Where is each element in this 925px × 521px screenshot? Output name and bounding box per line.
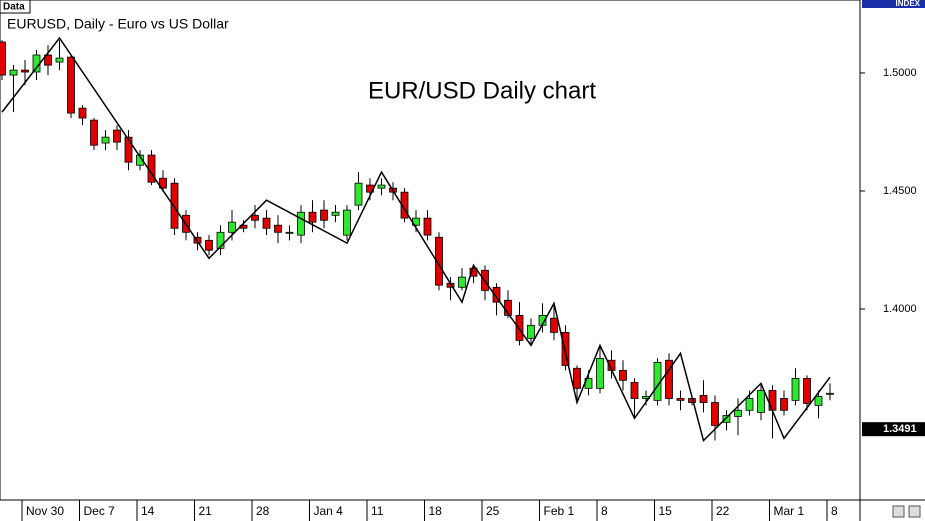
candle-body: [435, 236, 443, 286]
candle-body: [550, 317, 558, 333]
candle-body: [814, 395, 823, 406]
candle-body: [791, 378, 800, 401]
candle-body: [136, 154, 144, 166]
candle-body: [515, 314, 524, 341]
candle-body: [527, 324, 535, 339]
candle-body: [573, 367, 581, 389]
candle-body: [285, 231, 294, 234]
x-tick-label: 8: [831, 504, 838, 518]
badge-box: [862, 0, 925, 8]
last-price-label: 1.3491: [883, 423, 917, 435]
candle-body: [101, 136, 110, 144]
tab-label: Data: [3, 2, 25, 13]
candle-body: [596, 357, 604, 389]
candle-body: [458, 276, 466, 288]
candle-body: [67, 56, 75, 114]
candle-body: [630, 382, 639, 399]
candle-body: [216, 231, 225, 249]
candle-body: [561, 331, 570, 366]
x-tick-label: 18: [429, 504, 443, 518]
x-tick-label: 15: [659, 504, 673, 518]
candle-body: [90, 119, 98, 146]
x-tick-label: 14: [141, 504, 155, 518]
y-tick-label: 1.4000: [883, 303, 917, 315]
x-tick-label: Mar 1: [774, 504, 805, 518]
candle-body: [0, 41, 6, 76]
x-tick-label: 21: [199, 504, 213, 518]
x-tick-label: Jan 4: [314, 504, 344, 518]
x-tick-label: 11: [371, 504, 384, 518]
zoom-in-button[interactable]: [892, 505, 905, 518]
zoom-out-button[interactable]: [908, 505, 921, 518]
candle-body: [297, 211, 305, 236]
candle-body: [251, 214, 259, 221]
candle-body: [377, 184, 386, 189]
axis-badge: INDEX: [896, 0, 921, 8]
candle-body: [113, 129, 121, 143]
candle-body: [492, 286, 501, 303]
candle-body: [331, 211, 340, 216]
candle-body: [274, 224, 282, 233]
candle-body: [803, 378, 811, 404]
x-tick-label: Nov 30: [26, 504, 64, 518]
candle-body: [354, 182, 363, 206]
candle-body: [55, 57, 64, 63]
annotation: EUR/USD Daily chart: [368, 77, 596, 104]
chart-title: EURUSD, Daily - Euro vs US Dollar: [7, 16, 229, 32]
candle-body: [676, 398, 685, 401]
candle-body: [308, 211, 317, 223]
candle-body: [699, 395, 708, 403]
candle-body: [711, 402, 719, 426]
candle-body: [205, 239, 213, 251]
zigzag-line: [1, 36, 831, 442]
candle-body: [21, 69, 29, 73]
candle-body: [78, 107, 87, 119]
candle-body: [400, 191, 409, 219]
last-price-box: [862, 422, 925, 437]
tab-box: [0, 0, 31, 14]
candle-body: [826, 392, 834, 395]
candle-body: [170, 182, 179, 229]
y-tick-label: 1.4500: [883, 185, 917, 197]
candle-body: [124, 136, 133, 163]
candle-body: [665, 359, 673, 399]
candle-body: [757, 390, 765, 413]
candle-body: [423, 217, 432, 236]
x-tick-label: 28: [256, 504, 270, 518]
x-tick-label: 25: [486, 504, 500, 518]
x-tick-label: Dec 7: [84, 504, 116, 518]
candle-body: [619, 369, 627, 381]
candle-body: [9, 69, 18, 76]
candle-body: [343, 209, 351, 236]
candle-body: [320, 209, 328, 221]
x-tick-label: Feb 1: [544, 504, 575, 518]
candle-body: [768, 390, 777, 411]
candle-body: [262, 217, 271, 229]
candle-body: [228, 221, 236, 233]
candle-body: [745, 398, 754, 411]
candle-body: [734, 409, 742, 417]
candle-body: [780, 398, 788, 411]
candle-body: [44, 54, 52, 66]
y-tick-label: 1.5000: [883, 67, 917, 79]
candle-body: [722, 415, 731, 423]
candle-body: [469, 267, 478, 277]
x-tick-label: 8: [601, 504, 608, 518]
x-tick-label: 22: [716, 504, 730, 518]
candle-body: [159, 177, 167, 189]
